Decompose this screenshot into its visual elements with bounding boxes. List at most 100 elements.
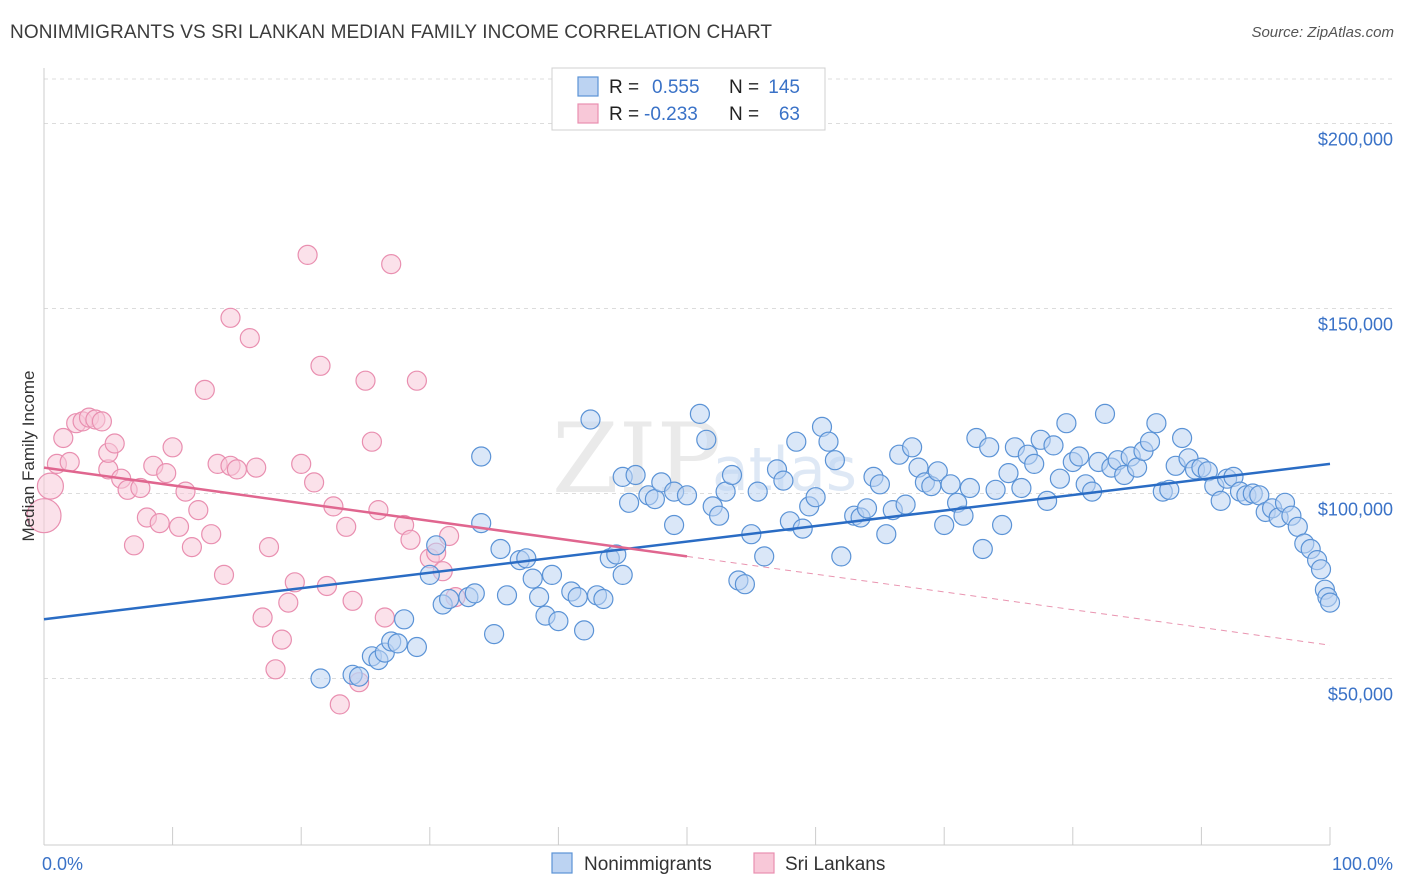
nonimmigrants-point — [927, 461, 948, 482]
y-tick-label: $50,000 — [1328, 685, 1393, 705]
nonimmigrants-point — [1139, 431, 1161, 452]
nonimmigrants-point — [490, 538, 511, 560]
nonimmigrants-point — [708, 505, 730, 526]
sri-lankans-point — [381, 254, 402, 275]
sri-lankans-point — [168, 516, 190, 537]
nonimmigrants-point — [567, 586, 588, 608]
sri-lankans-point — [361, 431, 382, 452]
sri-lankans-point — [368, 500, 389, 521]
nonimmigrants-point — [747, 481, 768, 502]
nonimmigrants-point — [696, 429, 717, 450]
sri-lankans-point — [36, 472, 65, 500]
nonimmigrants-point — [496, 585, 518, 606]
sri-lankans-trend-extension — [686, 555, 1331, 646]
sri-lankans-point — [355, 370, 376, 391]
sri-lankans-point — [91, 411, 113, 432]
bottom-legend-swatch-nonimmigrants — [551, 852, 573, 874]
nonimmigrants-point — [426, 535, 447, 556]
sri-lankans-point — [149, 512, 170, 534]
y-tick-label: $150,000 — [1318, 315, 1393, 335]
sri-lankans-point — [374, 607, 395, 628]
sri-lankans-point — [400, 529, 421, 550]
sri-lankans-point — [265, 659, 286, 680]
series-legend: Nonimmigrants Sri Lankans — [551, 852, 885, 875]
legend-r-value-1: 0.555 — [652, 77, 700, 98]
nonimmigrants-point — [1043, 435, 1064, 456]
legend-r-label-1: R = — [609, 77, 639, 98]
sri-lankans-point — [246, 457, 267, 478]
nonimmigrants-point — [1171, 427, 1193, 449]
x-tick-label-min: 0.0% — [42, 854, 83, 874]
sri-lankans-trend-line — [43, 466, 688, 558]
sri-lankans-point — [342, 590, 363, 611]
sri-lankans-point — [252, 607, 273, 628]
nonimmigrants-point — [876, 524, 897, 545]
nonimmigrants-point — [869, 474, 891, 495]
x-ticks — [43, 827, 1331, 845]
nonimmigrants-point — [1069, 446, 1090, 467]
sri-lankans-point — [304, 472, 325, 493]
nonimmigrants-point — [612, 564, 633, 586]
nonimmigrants-point — [618, 492, 640, 513]
sri-lankans-point — [175, 481, 196, 502]
nonimmigrants-point — [824, 450, 846, 471]
sri-lankans-point — [291, 453, 312, 474]
nonimmigrants-point — [522, 568, 543, 589]
nonimmigrants-point — [721, 464, 743, 486]
legend-n-value-1: 145 — [768, 77, 800, 98]
y-axis-title: Median Family Income — [19, 370, 38, 541]
sri-lankans-point — [201, 524, 222, 545]
nonimmigrants-point — [831, 546, 852, 567]
nonimmigrants-point — [689, 403, 711, 424]
nonimmigrants-point — [548, 610, 569, 632]
sri-lankans-point — [278, 592, 299, 613]
legend-n-label-2: N = — [729, 104, 759, 125]
sri-lankans-point — [271, 629, 292, 650]
legend-swatch-blue — [577, 76, 599, 97]
nonimmigrants-point — [979, 437, 1000, 458]
nonimmigrants-point — [1036, 490, 1058, 511]
nonimmigrants-point — [387, 633, 408, 654]
nonimmigrants-point — [1094, 403, 1116, 424]
nonimmigrants-point — [464, 583, 485, 604]
sri-lankans-point — [26, 498, 62, 534]
bottom-legend-swatch-sri-lankans — [753, 852, 775, 874]
nonimmigrants-point — [786, 431, 807, 452]
legend-n-label-1: N = — [729, 77, 759, 98]
nonimmigrants-point — [998, 463, 1019, 484]
nonimmigrants-point — [516, 548, 537, 569]
nonimmigrants-point — [310, 668, 331, 689]
sri-lankans-point — [213, 564, 235, 586]
nonimmigrants-point — [953, 505, 974, 526]
nonimmigrants-point — [934, 514, 955, 536]
x-tick-label-max: 100.0% — [1332, 854, 1393, 874]
nonimmigrants-point — [625, 464, 646, 486]
sri-lankans-point — [406, 370, 427, 391]
y-tick-label: $100,000 — [1318, 500, 1393, 520]
legend-r-value-2: -0.233 — [644, 104, 698, 125]
nonimmigrants-points — [310, 403, 1341, 689]
nonimmigrants-point — [676, 485, 698, 506]
sri-lankans-point — [258, 536, 280, 558]
sri-lankans-point — [336, 516, 357, 537]
nonimmigrants-point — [1319, 592, 1341, 613]
sri-lankans-point — [226, 459, 247, 480]
sri-lankans-point — [284, 572, 305, 593]
legend-n-value-2: 63 — [779, 104, 800, 125]
nonimmigrants-point — [959, 477, 981, 499]
nonimmigrants-point — [1146, 413, 1167, 434]
nonimmigrants-point — [573, 620, 595, 641]
sri-lankans-point — [130, 477, 151, 499]
nonimmigrants-point — [1056, 413, 1077, 434]
sri-lankans-point — [239, 328, 260, 349]
nonimmigrants-point — [1310, 559, 1332, 580]
chart-title: NONIMMIGRANTS VS SRI LANKAN MEDIAN FAMIL… — [10, 22, 773, 43]
nonimmigrants-point — [754, 546, 775, 567]
nonimmigrants-point — [663, 514, 685, 536]
nonimmigrants-point — [940, 474, 961, 495]
nonimmigrants-point — [1210, 490, 1231, 511]
nonimmigrants-point — [471, 446, 492, 467]
nonimmigrants-point — [773, 470, 794, 491]
nonimmigrants-point — [1024, 453, 1045, 474]
